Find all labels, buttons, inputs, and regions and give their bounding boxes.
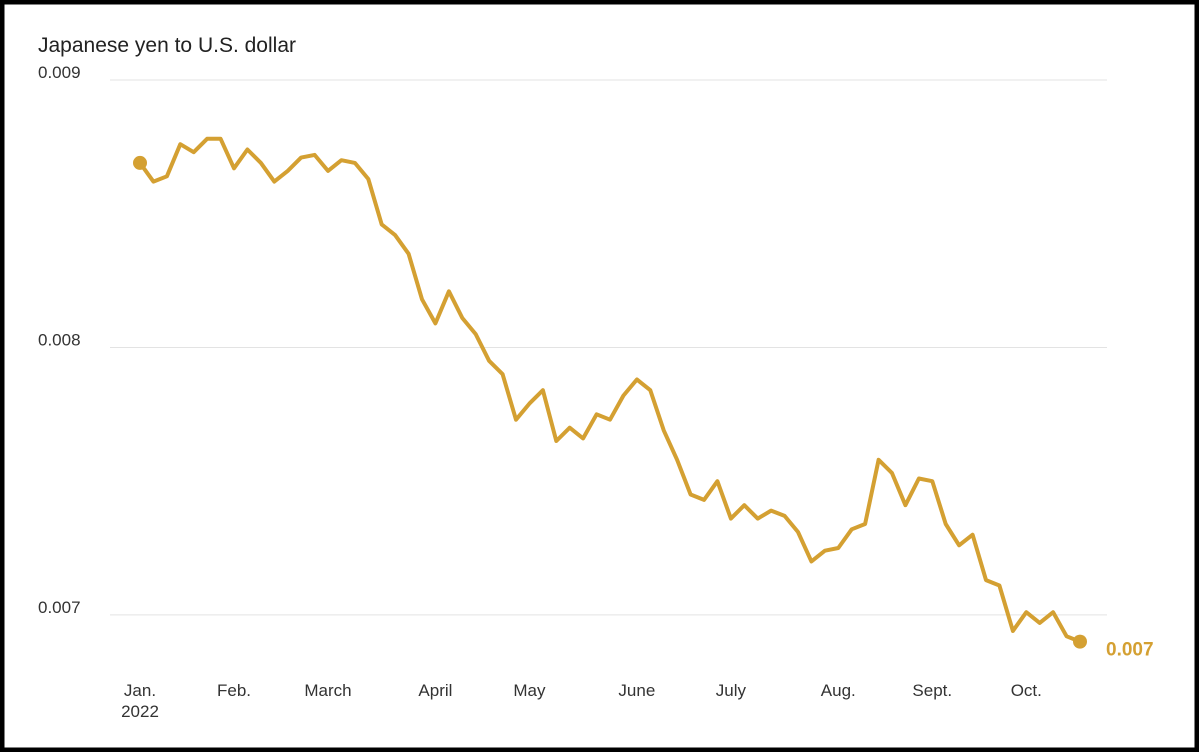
x-tick-label: Aug. — [821, 681, 856, 700]
line — [138, 136, 1081, 644]
x-tick-label: May — [513, 681, 546, 700]
value-label: 0.007 — [1106, 640, 1154, 661]
x-tick-label: June — [618, 681, 655, 700]
x-tick-label: Jan. 2022 — [121, 681, 159, 721]
x-tick-label: Feb. — [217, 681, 251, 700]
y-tick-label: 0.007 — [38, 598, 81, 617]
y-tick-label: 0.008 — [38, 330, 81, 349]
x-tick-label: July — [716, 681, 747, 700]
x-tick-label: April — [418, 681, 452, 700]
x-tick-label: Sept. — [912, 681, 952, 700]
x-tick-label: Oct. — [1011, 681, 1042, 700]
end-dot — [1073, 634, 1087, 649]
x-tick-label: March — [304, 681, 351, 700]
chart-title: Japanese yen to U.S. dollar — [38, 34, 296, 57]
y-tick-label: 0.009 — [38, 63, 81, 82]
end-dot — [133, 155, 147, 170]
